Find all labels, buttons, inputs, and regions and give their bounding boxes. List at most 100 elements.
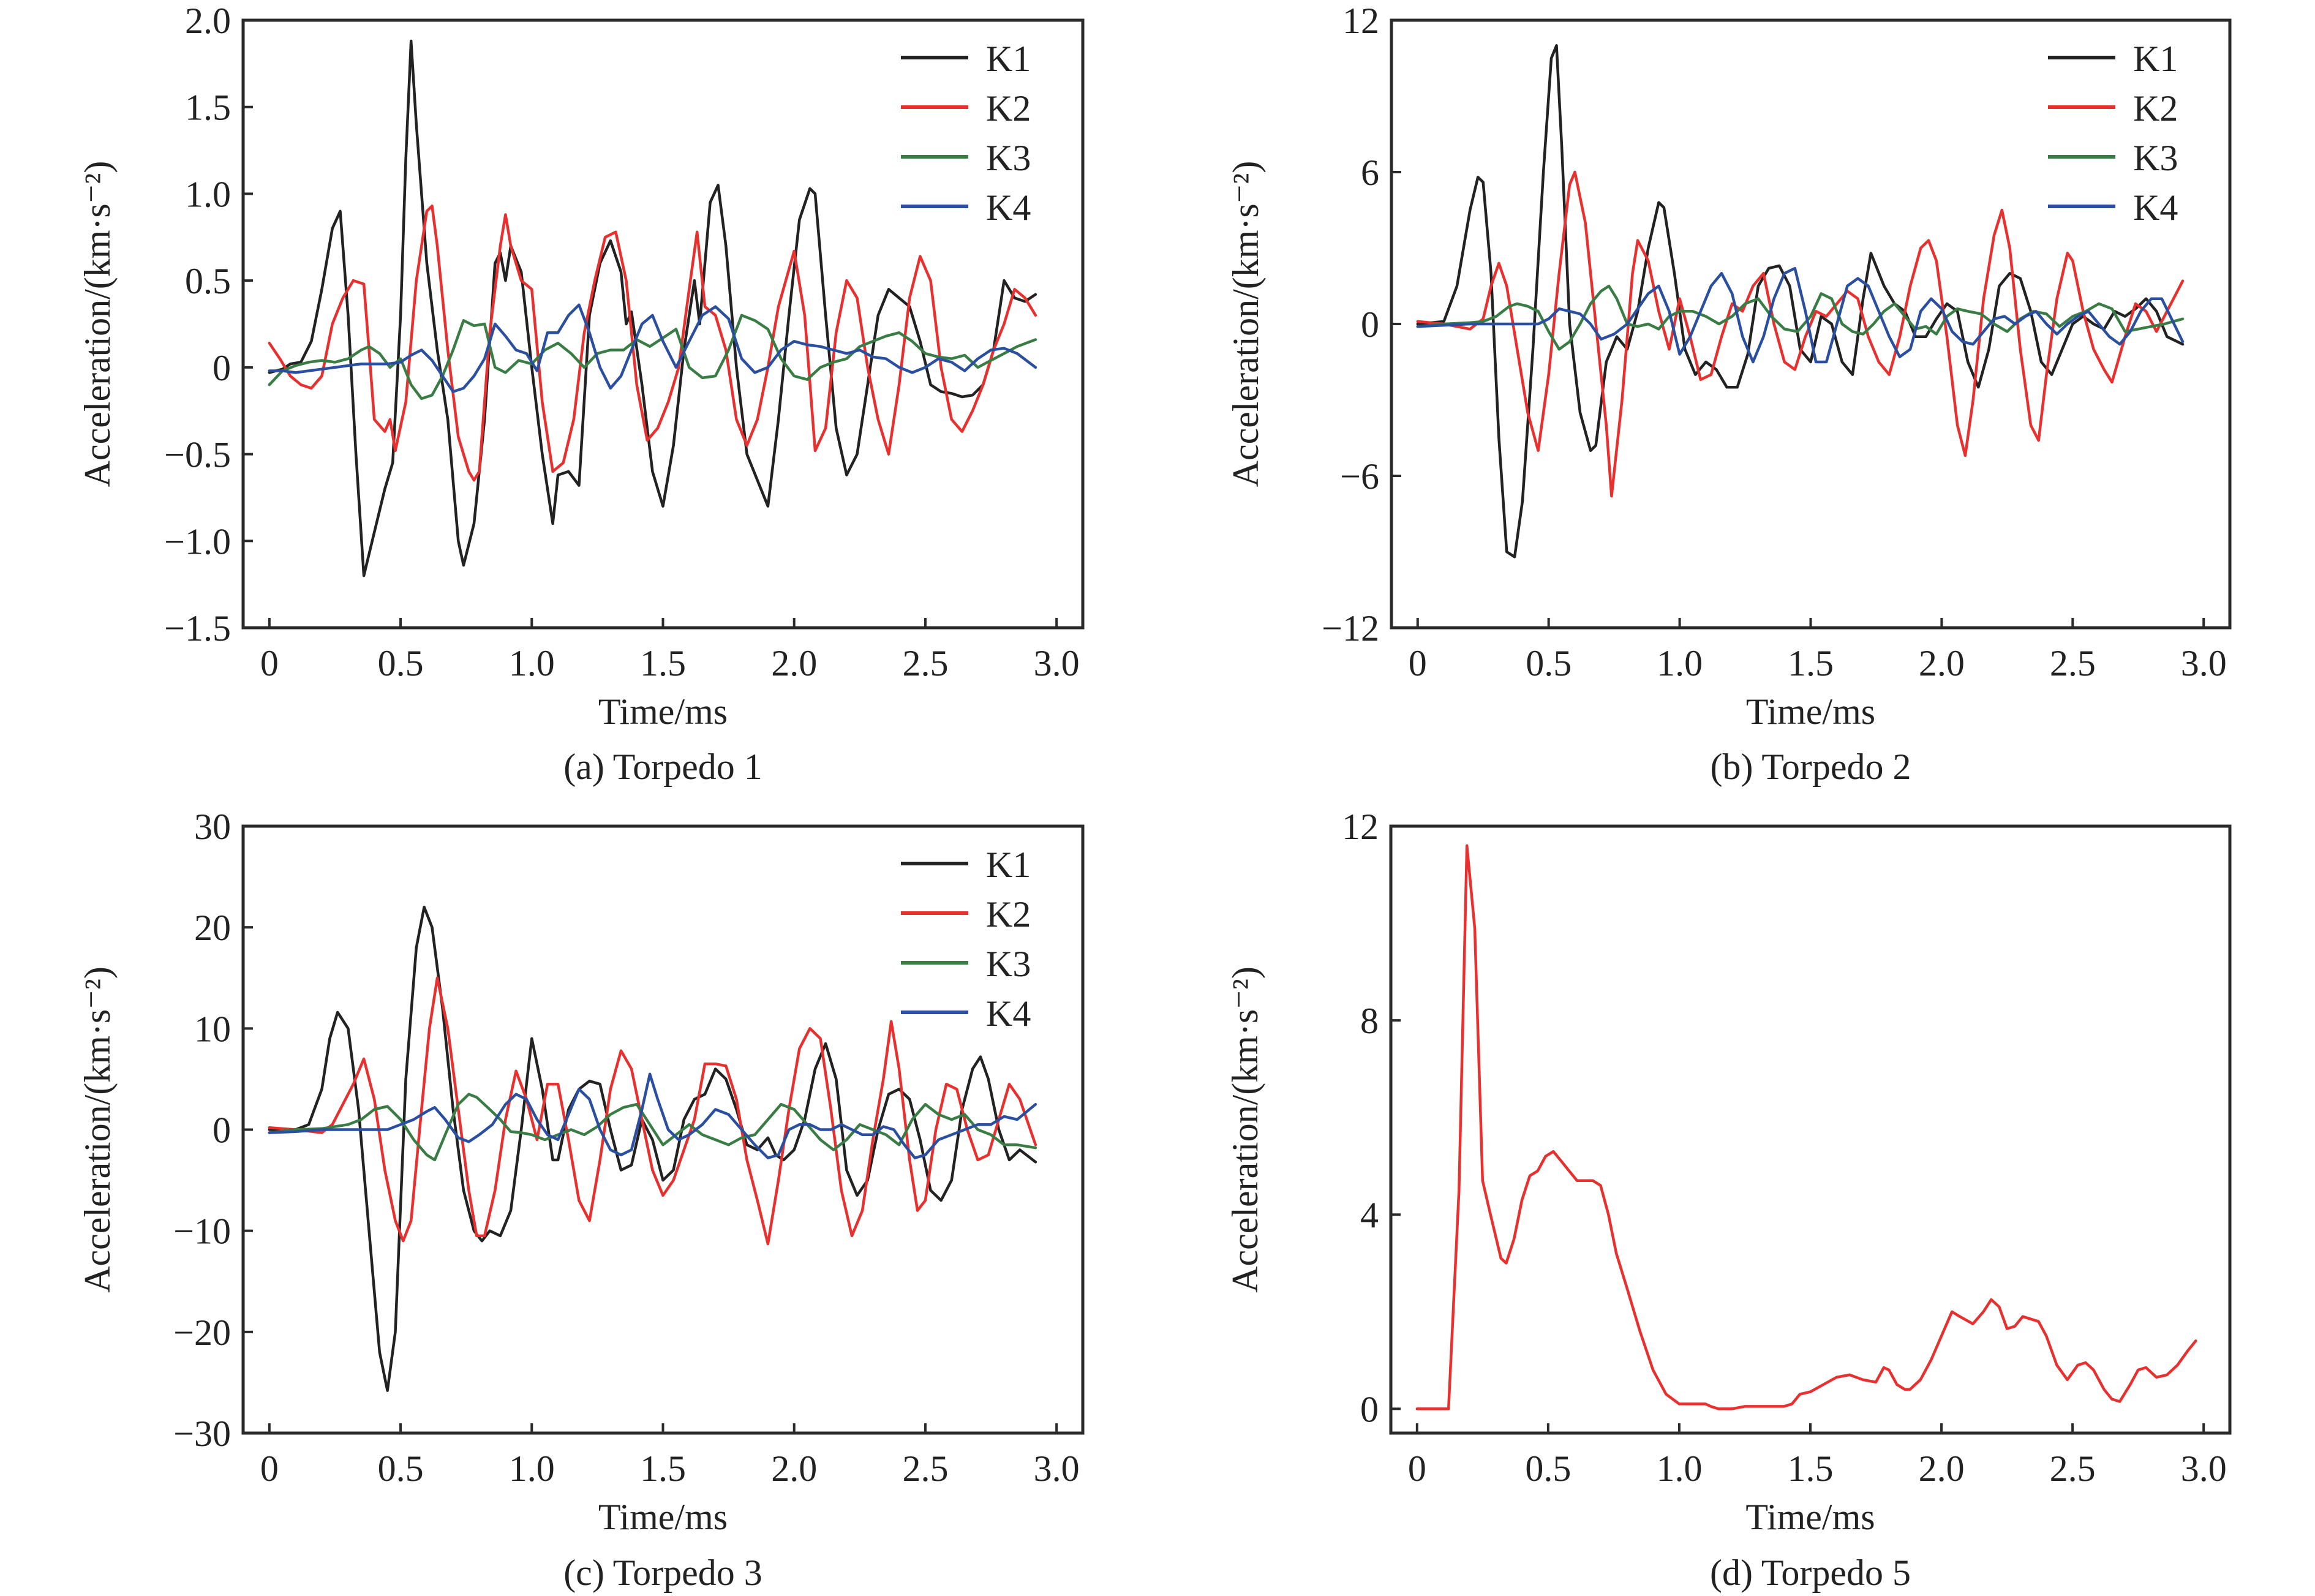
x-tick-label: 1.0	[1656, 1448, 1702, 1489]
y-tick-label: 4	[1360, 1195, 1379, 1235]
series-line-k2	[268, 205, 1037, 482]
y-axis-title: Acceleration/(km·s⁻²)	[1225, 161, 1266, 487]
legend-item-k1: K1	[901, 845, 1031, 885]
x-tick-label: 3.0	[2181, 643, 2227, 683]
y-tick-label: 0	[1361, 304, 1379, 345]
legend-label: K3	[986, 944, 1031, 984]
y-tick-label: 12	[1342, 1, 1379, 41]
y-tick-label: −0.5	[164, 435, 231, 475]
legend-item-k2: K2	[2048, 88, 2178, 129]
series-line-k2	[1416, 170, 2185, 498]
y-tick-label: −30	[173, 1413, 231, 1454]
y-tick-label: 8	[1360, 1001, 1379, 1041]
y-tick-label: 0.5	[185, 261, 231, 301]
series-line-k4	[268, 1072, 1037, 1159]
series-line-k3	[268, 314, 1037, 401]
legend-label: K3	[986, 138, 1031, 178]
legend-label: K4	[2133, 187, 2178, 228]
legend-label: K2	[986, 894, 1031, 935]
x-axis-title: Time/ms	[598, 691, 728, 732]
x-tick-label: 2.0	[771, 1448, 817, 1489]
legend-item-k2: K2	[901, 88, 1031, 129]
legend: K1 K2 K3 K4	[901, 845, 1031, 1034]
legend-label: K2	[986, 88, 1031, 129]
x-tick-label: 0.5	[378, 1448, 424, 1489]
x-tick-label: 2.5	[902, 1448, 948, 1489]
x-tick-label: 2.0	[1919, 1448, 1965, 1489]
x-tick-label: 3.0	[1034, 643, 1080, 683]
x-axis-title: Time/ms	[1746, 691, 1875, 732]
y-tick-label: 1.5	[185, 88, 231, 128]
panel-d-torpedo-5: 0 0.5 1.0 1.5 2.0 2.5 3.0 0 4 8 12 Time/ms Accelerat…	[1225, 807, 2232, 1593]
x-tick-label: 3.0	[2181, 1448, 2227, 1489]
panel-caption: (b) Torpedo 2	[1711, 747, 1911, 787]
legend-label: K1	[986, 39, 1031, 79]
y-tick-label: −10	[173, 1211, 231, 1252]
legend-label: K3	[2133, 138, 2178, 178]
x-tick-label: 2.5	[2050, 643, 2096, 683]
series-line-k2	[268, 976, 1037, 1246]
y-tick-label: 0	[1360, 1389, 1379, 1429]
legend-label: K4	[986, 993, 1031, 1034]
legend-item-k3: K3	[901, 944, 1031, 984]
series-line-k4	[268, 303, 1037, 393]
x-tick-label: 0.5	[378, 643, 424, 683]
x-axis-title: Time/ms	[598, 1497, 728, 1537]
x-tick-label: 2.5	[902, 643, 948, 683]
y-tick-label: −1.0	[164, 521, 231, 562]
legend-item-k3: K3	[901, 138, 1031, 178]
panel-caption: (c) Torpedo 3	[563, 1553, 762, 1593]
y-axis-title: Acceleration/(km·s⁻²)	[77, 966, 118, 1293]
y-tick-label: 0	[213, 1110, 231, 1151]
x-tick-label: 0.5	[1526, 643, 1572, 683]
series-group	[268, 905, 1037, 1392]
y-tick-label: 10	[194, 1009, 231, 1049]
x-tick-label: 0	[1408, 1448, 1426, 1489]
y-axis-title: Acceleration/(km·s⁻²)	[77, 161, 118, 487]
legend-label: K4	[986, 187, 1031, 228]
plot-frame	[1389, 824, 2232, 1435]
x-tick-label: 0.5	[1525, 1448, 1571, 1489]
legend-item-k2: K2	[901, 894, 1031, 935]
legend-item-k3: K3	[2048, 138, 2178, 178]
y-tick-label: 0	[213, 348, 231, 388]
panel-caption: (d) Torpedo 5	[1710, 1553, 1911, 1593]
x-tick-label: 1.0	[1657, 643, 1703, 683]
y-tick-label: −6	[1340, 456, 1379, 497]
y-tick-label: −12	[1322, 608, 1379, 649]
x-tick-label: 0	[260, 1448, 279, 1489]
y-tick-label: 6	[1361, 152, 1379, 193]
x-tick-label: 0	[1409, 643, 1427, 683]
y-tick-label: 30	[194, 807, 231, 847]
x-tick-label: 1.5	[640, 1448, 686, 1489]
y-tick-label: 12	[1342, 807, 1379, 847]
x-tick-label: 1.0	[509, 1448, 555, 1489]
series-line-k1	[1416, 44, 2185, 559]
legend-item-k4: K4	[901, 187, 1031, 228]
y-axis-title: Acceleration/(km·s⁻²)	[1225, 966, 1265, 1293]
panel-c-torpedo-3: 0 0.5 1.0 1.5 2.0 2.5 3.0 −30 −20 −10 0 10 20 30 Time/…	[77, 807, 1085, 1593]
x-tick-label: 1.5	[1788, 643, 1834, 683]
series-group	[1415, 844, 2197, 1410]
legend-item-k1: K1	[2048, 39, 2178, 79]
panel-a-torpedo-1: 0 0.5 1.0 1.5 2.0 2.5 3.0 −1.5 −1.0 −0.5 0 0.5 1.0 1.…	[77, 1, 1085, 787]
panel-caption: (a) Torpedo 1	[563, 747, 762, 787]
x-tick-label: 0	[260, 643, 279, 683]
series-line-k2	[1415, 844, 2197, 1410]
x-tick-label: 3.0	[1034, 1448, 1080, 1489]
y-tick-label: 2.0	[185, 1, 231, 41]
x-tick-label: 2.0	[771, 643, 817, 683]
x-tick-label: 2.0	[1919, 643, 1965, 683]
x-tick-label: 1.5	[640, 643, 686, 683]
y-tick-label: −1.5	[164, 608, 231, 649]
x-axis-title: Time/ms	[1745, 1497, 1875, 1537]
legend-label: K1	[986, 845, 1031, 885]
legend-label: K2	[2133, 88, 2178, 129]
series-group	[268, 39, 1037, 578]
x-tick-label: 1.5	[1788, 1448, 1834, 1489]
legend: K1 K2 K3 K4	[2048, 39, 2178, 228]
series-line-k1	[268, 39, 1037, 578]
series-line-k4	[1416, 266, 2185, 364]
legend-label: K1	[2133, 39, 2178, 79]
